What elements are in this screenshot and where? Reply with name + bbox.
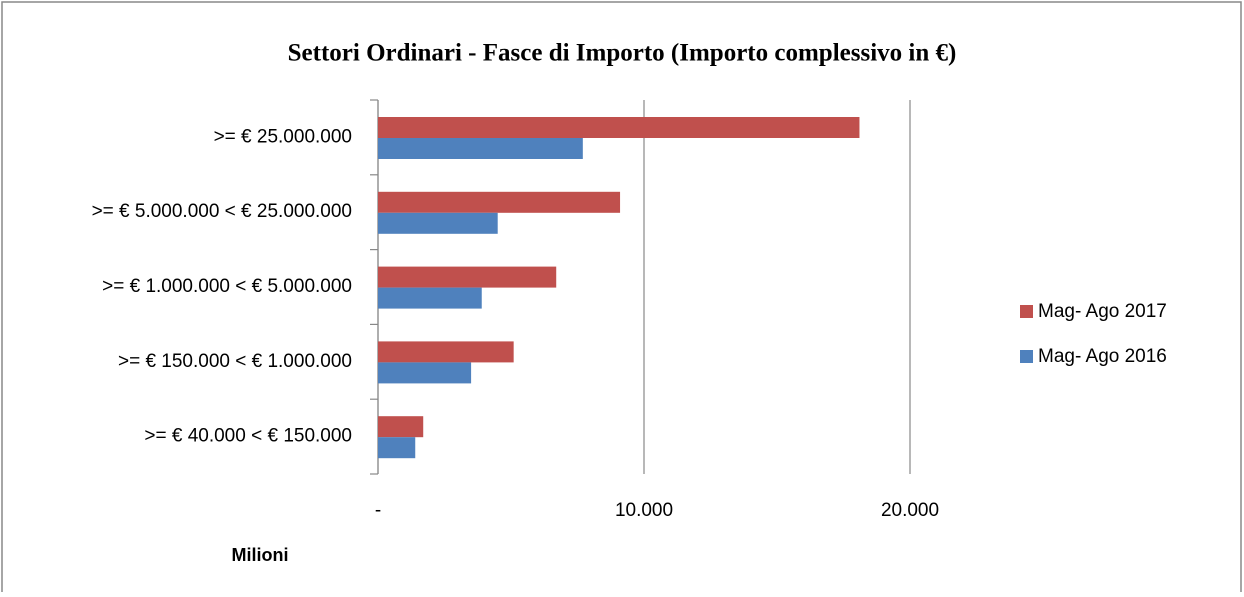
x-tick-label: 10.000 <box>615 500 673 521</box>
bar <box>378 212 498 234</box>
legend-label: Mag- Ago 2017 <box>1038 301 1167 322</box>
bar <box>378 362 472 384</box>
legend-label: Mag- Ago 2016 <box>1038 346 1167 367</box>
y-tick-label: >= € 150.000 < € 1.000.000 <box>118 351 352 372</box>
bar <box>378 117 860 138</box>
x-tick-label: 20.000 <box>881 500 939 521</box>
legend-swatch <box>1020 305 1033 318</box>
x-tick-label: - <box>375 500 381 521</box>
y-tick-label: >= € 1.000.000 < € 5.000.000 <box>102 276 352 297</box>
bar <box>378 416 424 438</box>
bar <box>378 287 482 309</box>
bar <box>378 341 514 363</box>
legend-swatch <box>1020 350 1033 363</box>
bar <box>378 437 416 459</box>
x-axis-label: Milioni <box>232 545 289 565</box>
y-tick-label: >= € 5.000.000 < € 25.000.000 <box>92 201 352 222</box>
y-tick-label: >= € 40.000 < € 150.000 <box>144 426 352 447</box>
bar <box>378 266 557 288</box>
bar <box>378 138 583 159</box>
bar <box>378 191 621 213</box>
y-tick-label: >= € 25.000.000 <box>214 126 352 147</box>
chart-title: Settori Ordinari - Fasce di Importo (Imp… <box>288 40 957 67</box>
